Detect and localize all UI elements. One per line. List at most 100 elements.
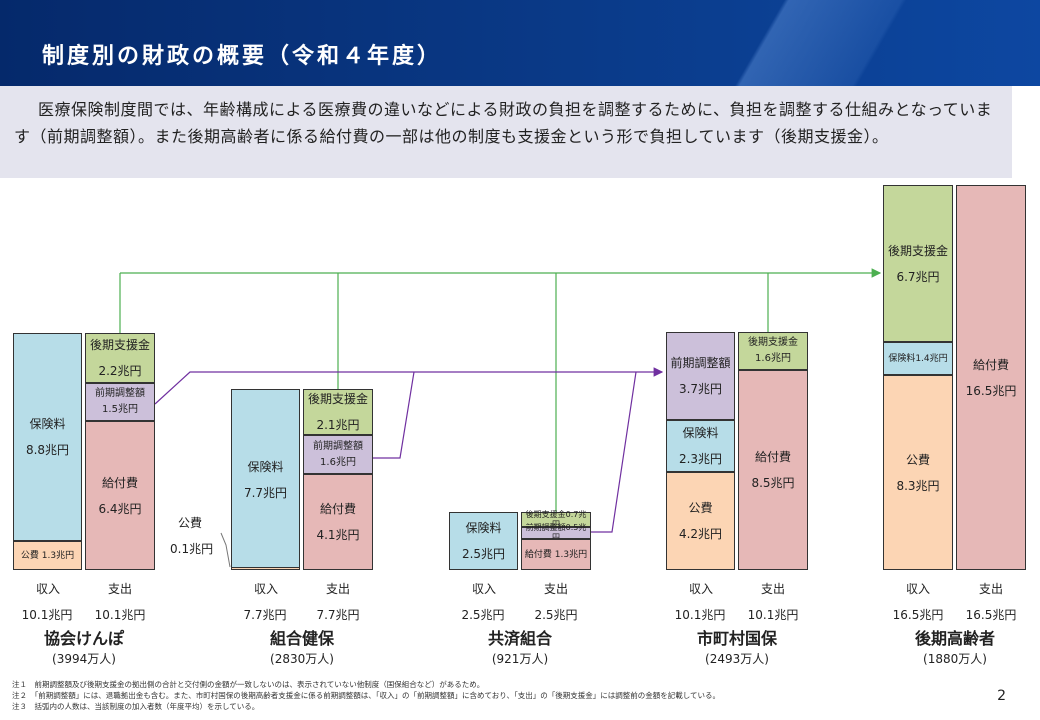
kyosai-expense-total: 2.5兆円 — [534, 608, 578, 622]
kyokai-count: (3994万人) — [52, 652, 116, 666]
koki-income-total: 16.5兆円 — [892, 608, 944, 622]
kyosai-name: 共済組合 — [487, 629, 552, 648]
kokuho-expense-total: 10.1兆円 — [747, 608, 799, 622]
value: 1.6兆円 — [320, 456, 356, 468]
value: 8.5兆円 — [751, 476, 795, 490]
kumiai-count: (2830万人) — [270, 652, 334, 666]
footnote-3: 注３ 括弧内の人数は、当該制度の加入者数（年度平均）を示している。 — [12, 702, 260, 711]
kyokai-expense-kyufu: 給付費 6.4兆円 — [85, 421, 155, 570]
header-banner: 制度別の財政の概要（令和４年度） — [0, 0, 1040, 86]
kyokai-income-hokenryo: 保険料 8.8兆円 — [13, 333, 82, 541]
value: 7.7兆円 — [243, 485, 288, 500]
label: 保険料 — [247, 459, 284, 474]
kumiai-expense-label: 支出 — [325, 582, 350, 596]
intro-panel: 医療保険制度間では、年齢構成による医療費の違いなどによる財政の負担を調整するため… — [0, 86, 1012, 178]
label: 前期調整額 — [95, 388, 145, 399]
kyokai-income-total: 10.1兆円 — [21, 608, 73, 622]
label: 保険料1.4兆円 — [888, 353, 948, 364]
label: 前期調整額 — [670, 356, 731, 370]
value: 6.7兆円 — [896, 269, 940, 284]
kyosai-expense-shienkin: 後期支援金0.7兆円 — [521, 509, 591, 529]
label: 給付費 1.3兆円 — [524, 549, 588, 560]
shienkin-flow-line — [119, 268, 882, 512]
label: 前期調整額 — [313, 440, 363, 452]
value: 2.5兆円 — [461, 547, 506, 561]
kohi-pointer-line — [220, 532, 231, 568]
kokuho-income-hokenryo: 保険料 2.3兆円 — [666, 420, 735, 472]
label: 公費 — [905, 452, 930, 467]
label: 給付費 — [319, 502, 356, 516]
value: 2.3兆円 — [678, 452, 723, 466]
value: 2.2兆円 — [98, 364, 142, 378]
label: 後期支援金 — [89, 338, 150, 352]
label: 公費 — [177, 516, 202, 530]
kokuho-income-total: 10.1兆円 — [674, 608, 726, 622]
value: 4.2兆円 — [678, 527, 723, 541]
koki-income-kohi: 公費 8.3兆円 — [883, 375, 953, 570]
kumiai-income-total: 7.7兆円 — [243, 608, 287, 622]
kokuho-name: 市町村国保 — [696, 629, 777, 648]
label: 後期支援金 — [748, 337, 798, 348]
kumiai-expense-kyufu: 給付費 4.1兆円 — [303, 474, 373, 570]
kumiai-name: 組合健保 — [269, 629, 334, 648]
label: 公費 1.3兆円 — [20, 550, 75, 561]
kokuho-income-label: 収入 — [688, 582, 713, 596]
label: 前期調整額0.5兆円 — [525, 523, 587, 542]
kyokai-expense-label: 支出 — [107, 582, 132, 596]
header-decoration — [620, 0, 1040, 86]
page-number: 2 — [997, 688, 1006, 704]
value: 3.7兆円 — [678, 382, 723, 396]
label: 後期支援金0.7兆円 — [525, 509, 587, 529]
kokuho-income-zenki: 前期調整額 3.7兆円 — [666, 332, 735, 420]
kokuho-income-kohi: 公費 4.2兆円 — [666, 472, 735, 570]
kyokai-expense-zenki: 前期調整額 1.5兆円 — [85, 383, 155, 421]
kyokai-income-kohi: 公費 1.3兆円 — [13, 541, 82, 570]
kyosai-expense-label: 支出 — [543, 582, 568, 596]
kumiai-income-kohi-annotation: 公費 0.1兆円 — [170, 510, 213, 562]
koki-income-shienkin: 後期支援金 6.7兆円 — [883, 185, 953, 342]
kyokai-income-label: 収入 — [35, 582, 60, 596]
kokuho-expense-label: 支出 — [760, 582, 785, 596]
kyosai-expense-kyufu: 給付費 1.3兆円 — [521, 539, 591, 570]
value: 1.5兆円 — [102, 404, 138, 415]
kyokai-expense-total: 10.1兆円 — [94, 608, 146, 622]
value: 16.5兆円 — [965, 383, 1017, 398]
value: 2.1兆円 — [316, 418, 360, 432]
kumiai-expense-zenki: 前期調整額 1.6兆円 — [303, 435, 373, 474]
kyosai-count: (921万人) — [491, 652, 549, 666]
koki-expense-total: 16.5兆円 — [965, 608, 1017, 622]
value: 8.8兆円 — [25, 443, 70, 457]
value: 4.1兆円 — [316, 528, 360, 542]
kyosai-income-hokenryo: 保険料 2.5兆円 — [449, 512, 518, 570]
label: 後期支援金 — [307, 392, 368, 406]
kumiai-income-label: 収入 — [253, 582, 278, 596]
kumiai-income-kohi-sliver — [231, 567, 300, 570]
koki-name: 後期高齢者 — [914, 629, 995, 648]
label: 公費 — [688, 501, 713, 515]
kokuho-expense-shienkin: 後期支援金 1.6兆円 — [738, 332, 808, 370]
koki-income-label: 収入 — [905, 582, 930, 596]
kyosai-expense-zenki: 前期調整額0.5兆円 — [521, 523, 591, 542]
koki-count: (1880万人) — [923, 652, 987, 666]
label: 後期支援金 — [887, 243, 948, 258]
label: 保険料 — [465, 521, 502, 535]
kyokai-name: 協会けんぽ — [43, 629, 124, 648]
value: 8.3兆円 — [896, 478, 940, 493]
kyosai-income-label: 収入 — [471, 582, 496, 596]
label: 給付費 — [101, 475, 138, 490]
koki-income-hokenryo: 保険料1.4兆円 — [883, 342, 953, 375]
label: 給付費 — [972, 357, 1009, 372]
footnotes: 注１ 前期調整額及び後期支援金の拠出側の合計と交付側の金額が一致しないのは、表示… — [12, 679, 720, 712]
label: 保険料 — [29, 417, 66, 431]
kumiai-expense-shienkin: 後期支援金 2.1兆円 — [303, 389, 373, 435]
label: 保険料 — [682, 426, 719, 440]
label: 給付費 — [754, 450, 791, 464]
kokuho-expense-kyufu: 給付費 8.5兆円 — [738, 370, 808, 570]
intro-text: 医療保険制度間では、年齢構成による医療費の違いなどによる財政の負担を調整するため… — [14, 100, 993, 146]
koki-expense-label: 支出 — [978, 582, 1003, 596]
footnote-2: 注２ 「前期調整額」には、退職拠出金も含む。また、市町村国保の後期高齢者支援金に… — [12, 691, 720, 700]
kyokai-expense-shienkin: 後期支援金 2.2兆円 — [85, 333, 155, 383]
footnote-1: 注１ 前期調整額及び後期支援金の拠出側の合計と交付側の金額が一致しないのは、表示… — [12, 680, 485, 689]
kumiai-expense-total: 7.7兆円 — [316, 608, 360, 622]
